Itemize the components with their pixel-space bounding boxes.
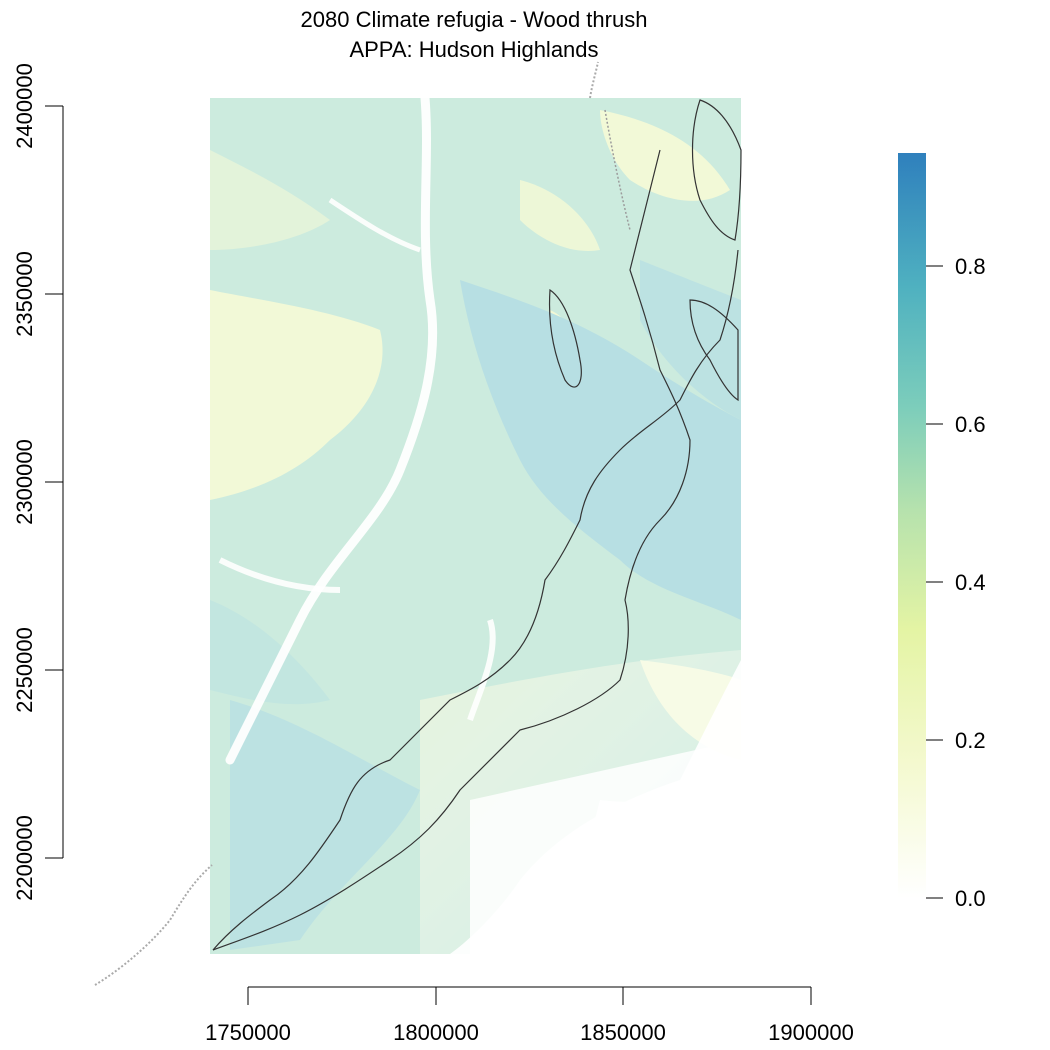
- legend: 0.8 0.6 0.4 0.2 0.0: [898, 153, 986, 911]
- y-tick-label: 2400000: [12, 63, 37, 149]
- appa-boundary-line: [212, 249, 739, 951]
- legend-tick-label: 0.4: [955, 570, 986, 595]
- y-tick-label: 2300000: [12, 439, 37, 525]
- legend-tick-label: 0.0: [955, 886, 986, 911]
- x-tick-label: 1900000: [768, 1020, 854, 1045]
- y-tick-label: 2200000: [12, 815, 37, 901]
- legend-color-bar: [898, 153, 926, 898]
- y-tick-label: 2250000: [12, 627, 37, 713]
- x-axis: 1750000 1800000 1850000 1900000: [205, 986, 854, 1045]
- x-tick-label: 1850000: [580, 1020, 666, 1045]
- x-tick-label: 1800000: [393, 1020, 479, 1045]
- legend-tick-label: 0.6: [955, 412, 986, 437]
- raster-map: [210, 98, 741, 954]
- map-title-line-1: 2080 Climate refugia - Wood thrush: [301, 7, 648, 32]
- x-tick-label: 1750000: [205, 1020, 291, 1045]
- y-tick-label: 2350000: [12, 251, 37, 337]
- legend-tick-label: 0.8: [955, 254, 986, 279]
- legend-tick-label: 0.2: [955, 728, 986, 753]
- map-title-line-2: APPA: Hudson Highlands: [349, 37, 598, 62]
- y-axis: 2400000 2350000 2300000 2250000 2200000: [12, 63, 64, 901]
- state-boundary-line: [94, 864, 213, 986]
